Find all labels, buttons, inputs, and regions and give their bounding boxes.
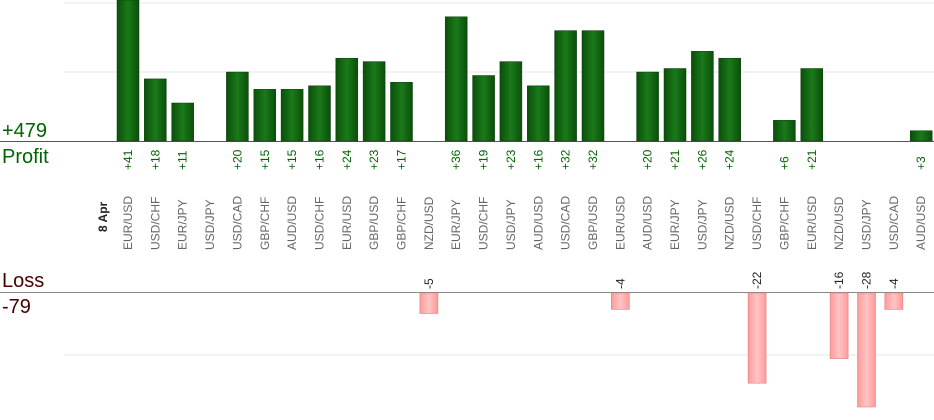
value-labels-layer: +41 +18 +11 +20 +15 +15 +16 +24 +23 +17 -5 +36 +19 +2… bbox=[121, 149, 928, 289]
profit-bar bbox=[499, 61, 523, 142]
profit-bar bbox=[581, 30, 605, 142]
profit-bar bbox=[663, 68, 687, 142]
profit-value-label: +16 bbox=[313, 149, 327, 170]
x-tick-label: NZD/USD bbox=[832, 196, 846, 250]
x-tick-label: USD/CHF bbox=[313, 197, 327, 250]
profit-bar bbox=[718, 57, 741, 142]
profit-bar bbox=[527, 85, 550, 142]
profit-bar bbox=[144, 78, 167, 142]
loss-value-label: -28 bbox=[860, 271, 874, 289]
profit-bar bbox=[554, 30, 577, 142]
x-tick-label: USD/JPY bbox=[695, 199, 709, 250]
profit-bar bbox=[362, 61, 386, 142]
profit-value-label: +32 bbox=[559, 149, 573, 170]
profit-bar bbox=[171, 102, 194, 142]
profit-value-label: +18 bbox=[148, 149, 162, 170]
x-tick-label: USD/CHF bbox=[477, 197, 491, 250]
profit-bar bbox=[800, 68, 824, 142]
profit-value-label: +19 bbox=[477, 149, 491, 170]
profit-value-label: +21 bbox=[805, 149, 819, 170]
loss-value-label: -4 bbox=[887, 278, 901, 289]
profit-bar bbox=[909, 130, 933, 142]
profit-bar bbox=[226, 71, 249, 142]
loss-value-label: -16 bbox=[832, 271, 846, 289]
x-tick-label: GBP/USD bbox=[586, 196, 600, 250]
profit-value-label: +20 bbox=[230, 149, 244, 170]
loss-bar bbox=[857, 292, 876, 408]
profit-bar bbox=[335, 57, 359, 142]
x-tick-label: AUD/USD bbox=[285, 196, 299, 250]
profit-value-label: +21 bbox=[668, 149, 682, 170]
profit-value-label: +15 bbox=[258, 149, 272, 170]
loss-total: -79 bbox=[2, 296, 31, 318]
category-labels-layer: EUR/USD USD/CHF EUR/JPY USD/JPY USD/CAD GBP/C… bbox=[121, 196, 928, 250]
x-tick-label: USD/CHF bbox=[148, 197, 162, 250]
profit-bar bbox=[773, 120, 796, 142]
profit-bar bbox=[444, 16, 468, 142]
x-tick-label: EUR/JPY bbox=[176, 199, 190, 250]
x-tick-label: NZD/USD bbox=[422, 196, 436, 250]
profit-bar bbox=[308, 85, 331, 142]
loss-bar bbox=[747, 292, 767, 384]
profit-value-label: +17 bbox=[395, 149, 409, 170]
x-tick-label: AUD/USD bbox=[914, 196, 928, 250]
x-tick-label: GBP/CHF bbox=[777, 197, 791, 250]
profit-value-label: +32 bbox=[586, 149, 600, 170]
profit-bar bbox=[472, 75, 495, 142]
loss-value-label: -4 bbox=[613, 278, 627, 289]
loss-value-label: -5 bbox=[422, 278, 436, 289]
x-tick-label: GBP/USD bbox=[367, 196, 381, 250]
x-tick-label: EUR/USD bbox=[121, 196, 135, 250]
profit-value-label: +20 bbox=[641, 149, 655, 170]
x-tick-label: EUR/USD bbox=[613, 196, 627, 250]
profit-value-label: +24 bbox=[340, 149, 354, 170]
x-tick-label: NZD/USD bbox=[723, 196, 737, 250]
x-tick-label: EUR/JPY bbox=[668, 199, 682, 250]
x-tick-label: EUR/USD bbox=[340, 196, 354, 250]
profit-bar bbox=[253, 89, 277, 142]
profit-total: +479 bbox=[2, 120, 47, 142]
profit-value-label: +23 bbox=[504, 149, 518, 170]
profit-bar bbox=[116, 0, 140, 142]
x-tick-label: USD/JPY bbox=[203, 199, 217, 250]
x-tick-label: USD/CAD bbox=[230, 196, 244, 250]
loss-bar bbox=[419, 292, 439, 314]
profit-value-label: +41 bbox=[121, 149, 135, 170]
profit-bar bbox=[691, 51, 714, 142]
gridlines bbox=[64, 2, 934, 356]
loss-label: Loss bbox=[2, 270, 44, 292]
profit-value-label: +24 bbox=[723, 149, 737, 170]
profit-value-label: +16 bbox=[531, 149, 545, 170]
loss-bar bbox=[610, 292, 630, 310]
profit-value-label: +15 bbox=[285, 149, 299, 170]
x-tick-label: USD/JPY bbox=[504, 199, 518, 250]
date-label: 8 Apr bbox=[96, 201, 110, 232]
profit-bar bbox=[636, 71, 659, 142]
x-tick-label: USD/CAD bbox=[887, 196, 901, 250]
x-tick-label: AUD/USD bbox=[641, 196, 655, 250]
loss-value-label: -22 bbox=[750, 271, 764, 289]
profit-label: Profit bbox=[2, 146, 49, 168]
profit-bar bbox=[280, 89, 304, 142]
profit-value-label: +23 bbox=[367, 149, 381, 170]
loss-bar bbox=[829, 292, 849, 359]
x-tick-label: GBP/CHF bbox=[395, 197, 409, 250]
profit-value-label: +6 bbox=[777, 156, 791, 170]
profit-bar bbox=[390, 82, 413, 142]
profit-value-label: +26 bbox=[695, 149, 709, 170]
x-tick-label: AUD/USD bbox=[531, 196, 545, 250]
x-tick-label: USD/JPY bbox=[860, 199, 874, 250]
bars-layer bbox=[116, 0, 933, 408]
profit-value-label: +3 bbox=[914, 156, 928, 170]
profit-value-label: +36 bbox=[449, 149, 463, 170]
profit-value-label: +11 bbox=[176, 150, 190, 170]
x-tick-label: GBP/CHF bbox=[258, 197, 272, 250]
x-tick-label: EUR/USD bbox=[805, 196, 819, 250]
x-tick-label: USD/CHF bbox=[750, 197, 764, 250]
loss-bar bbox=[884, 292, 904, 310]
x-tick-label: EUR/JPY bbox=[449, 199, 463, 250]
x-tick-label: USD/CAD bbox=[559, 196, 573, 250]
